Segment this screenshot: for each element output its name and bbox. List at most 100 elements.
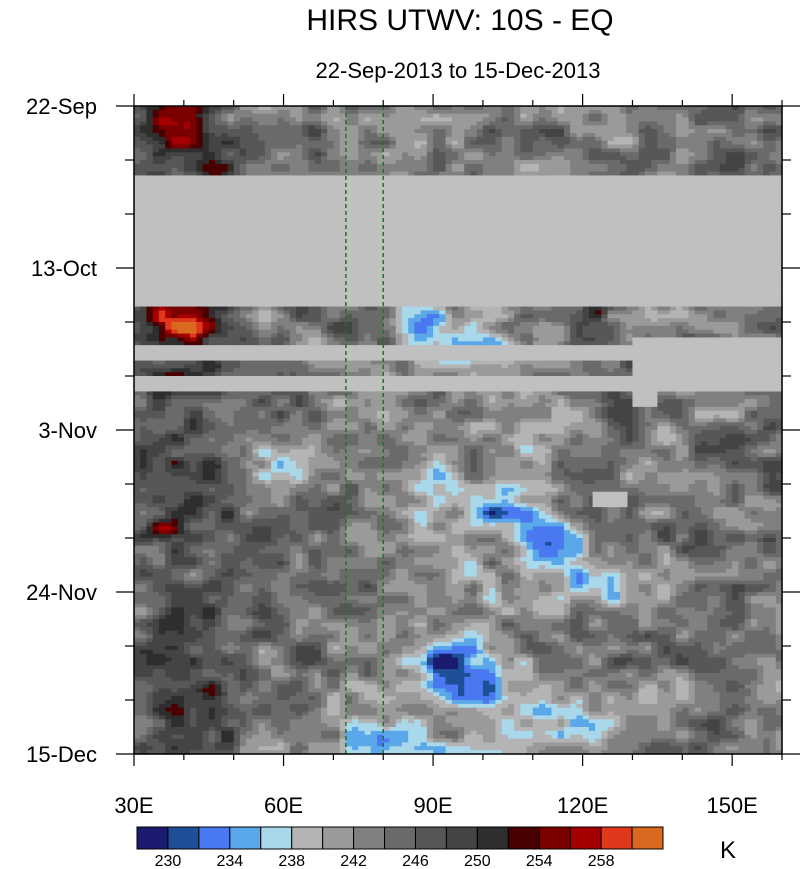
heatmap-cell (582, 152, 590, 157)
heatmap-cell (202, 136, 210, 142)
heatmap-cell (177, 136, 185, 142)
heatmap-cell (676, 109, 683, 115)
heatmap-cell (582, 163, 590, 169)
heatmap-cell (595, 106, 602, 111)
heatmap-cell (694, 152, 702, 157)
heatmap-cell (377, 156, 384, 161)
heatmap-cell (221, 125, 229, 130)
heatmap-cell (377, 125, 384, 130)
heatmap-cell (171, 156, 179, 161)
heatmap-cell (539, 140, 546, 146)
heatmap-cell (750, 106, 758, 111)
heatmap-cell (221, 144, 229, 150)
heatmap-cell (327, 144, 334, 150)
heatmap-cell (221, 167, 229, 173)
heatmap-cell (208, 156, 216, 161)
heatmap-cell (470, 156, 478, 161)
heatmap-cell (308, 129, 316, 134)
heatmap-cell (632, 125, 640, 130)
heatmap-cell (383, 109, 391, 115)
heatmap-cell (252, 117, 260, 123)
heatmap-cell (289, 152, 297, 157)
heatmap-cell (165, 109, 172, 115)
heatmap-cell (196, 171, 204, 177)
heatmap-cell (644, 106, 652, 111)
heatmap-cell (296, 140, 303, 146)
heatmap-cell (227, 109, 235, 115)
heatmap-cell (582, 106, 590, 111)
heatmap-cell (202, 113, 210, 119)
heatmap-cell (320, 106, 328, 111)
heatmap-cell (458, 144, 465, 150)
heatmap-cell (638, 125, 646, 130)
heatmap-cell (495, 121, 503, 126)
heatmap-cell (701, 117, 708, 123)
heatmap-cell (688, 156, 696, 161)
heatmap-cell (732, 144, 739, 150)
heatmap-cell (626, 140, 634, 146)
heatmap-cell (750, 109, 758, 115)
heatmap-cell (277, 144, 285, 150)
heatmap-cell (445, 125, 453, 130)
heatmap-cell (134, 144, 141, 150)
heatmap-cell (395, 125, 403, 130)
heatmap-cell (208, 160, 216, 165)
heatmap-cell (246, 171, 253, 177)
heatmap-cell (620, 148, 627, 153)
heatmap-cell (320, 117, 328, 123)
heatmap-cell (233, 106, 241, 111)
heatmap-cell (140, 163, 148, 169)
heatmap-cell (489, 148, 496, 153)
heatmap-cell (190, 106, 197, 111)
heatmap-cell (183, 117, 191, 123)
heatmap-cell (501, 125, 509, 130)
heatmap-cell (395, 160, 403, 165)
heatmap-cell (177, 106, 185, 111)
heatmap-cell (682, 167, 690, 173)
heatmap-cell (190, 121, 197, 126)
heatmap-cell (208, 133, 216, 138)
heatmap-cell (358, 148, 366, 153)
heatmap-cell (757, 144, 764, 150)
heatmap-cell (196, 117, 204, 123)
heatmap-cell (669, 133, 677, 138)
heatmap-cell (401, 140, 409, 146)
heatmap-cell (233, 109, 241, 115)
heatmap-cell (208, 163, 216, 169)
heatmap-cell (140, 160, 148, 165)
heatmap-cell (663, 109, 671, 115)
heatmap-cell (158, 106, 166, 111)
heatmap-cell (763, 133, 771, 138)
heatmap-cell (177, 121, 185, 126)
heatmap-cell (725, 125, 733, 130)
heatmap-cell (694, 140, 702, 146)
heatmap-cell (545, 156, 553, 161)
heatmap-cell (339, 125, 347, 130)
heatmap-cell (252, 125, 260, 130)
heatmap-cell (215, 140, 222, 146)
heatmap-cell (738, 136, 746, 142)
heatmap-cell (158, 113, 166, 119)
heatmap-cell (514, 156, 521, 161)
heatmap-cell (458, 163, 465, 169)
heatmap-cell (507, 133, 515, 138)
heatmap-cell (202, 152, 210, 157)
heatmap-cell (651, 152, 658, 157)
heatmap-cell (364, 121, 372, 126)
heatmap-cell (134, 156, 141, 161)
heatmap-cell (707, 140, 715, 146)
heatmap-cell (750, 148, 758, 153)
heatmap-cell (420, 148, 428, 153)
heatmap-cell (520, 148, 528, 153)
heatmap-cell (526, 129, 534, 134)
heatmap-cell (520, 133, 528, 138)
heatmap-cell (570, 140, 577, 146)
heatmap-cell (638, 140, 646, 146)
heatmap-cell (302, 163, 310, 169)
heatmap-cell (707, 113, 715, 119)
heatmap-cell (196, 121, 204, 126)
heatmap-cell (190, 148, 197, 153)
heatmap-cell (171, 125, 179, 130)
heatmap-cell (607, 148, 615, 153)
heatmap-cell (196, 163, 204, 169)
